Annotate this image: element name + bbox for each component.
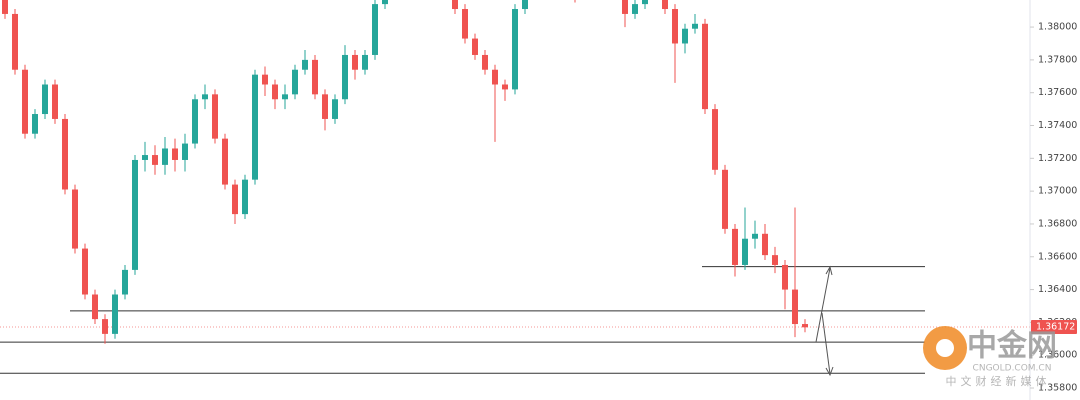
y-tick-label: 1.36600: [1038, 251, 1077, 262]
candle-body: [502, 84, 508, 90]
candle-body: [212, 94, 218, 139]
candle-body: [242, 179, 248, 215]
candle-body: [62, 118, 68, 190]
candle-body: [272, 84, 278, 100]
candle-body: [12, 13, 18, 70]
candle-body: [362, 54, 368, 70]
candle-body: [122, 269, 128, 295]
candle-body: [622, 0, 628, 14]
candle-body: [702, 23, 708, 110]
candle-body: [372, 4, 378, 55]
candle-body: [302, 59, 308, 70]
candle-body: [2, 0, 8, 14]
candle-body: [232, 184, 238, 215]
candle-body: [672, 9, 678, 44]
candle-body: [342, 54, 348, 100]
candle-body: [772, 255, 778, 265]
candle-body: [332, 99, 338, 119]
candle-body: [42, 84, 48, 115]
candle-body: [102, 319, 108, 334]
candle-body: [72, 189, 78, 249]
candle-body: [682, 28, 688, 44]
y-tick-label: 1.35800: [1038, 383, 1077, 394]
candle-body: [662, 0, 668, 10]
candle-body: [22, 69, 28, 134]
candle-body: [142, 155, 148, 160]
candle-body: [222, 138, 228, 185]
candle-body: [452, 0, 458, 10]
candle-body: [182, 143, 188, 160]
candles: [2, 0, 808, 344]
watermark: 中金网 CNGOLD.COM.CN 中文财经新媒体: [923, 326, 1057, 388]
candle-body: [482, 54, 488, 70]
arrows: [815, 265, 834, 377]
candle-body: [52, 84, 58, 119]
y-tick-label: 1.37200: [1038, 153, 1077, 164]
candle-body: [112, 294, 118, 334]
last-price-label: 1.36172: [1036, 321, 1075, 332]
candle-body: [722, 169, 728, 229]
candle-body: [712, 109, 718, 170]
y-tick-label: 1.36800: [1038, 218, 1077, 229]
y-tick-label: 1.36400: [1038, 284, 1077, 295]
y-tick-label: 1.37600: [1038, 87, 1077, 98]
candle-body: [322, 94, 328, 119]
candle-body: [522, 0, 528, 10]
candle-body: [792, 289, 798, 325]
candle-body: [512, 9, 518, 90]
candle-body: [732, 228, 738, 265]
candle-body: [282, 94, 288, 100]
candle-body: [92, 294, 98, 320]
y-tick-label: 1.36000: [1038, 350, 1077, 361]
y-tick-label: 1.38000: [1038, 22, 1077, 33]
candle-body: [762, 233, 768, 256]
candle-body: [492, 69, 498, 85]
y-axis: 1.358001.360001.362001.364001.366001.368…: [1030, 22, 1077, 394]
levels: [0, 266, 1030, 374]
logo-slogan: 中文财经新媒体: [946, 374, 1051, 388]
candle-body: [132, 159, 138, 270]
candle-body: [742, 238, 748, 265]
last-price-box: [1031, 319, 1077, 334]
candle-body: [252, 74, 258, 180]
y-tick-label: 1.37800: [1038, 54, 1077, 65]
candle-body: [262, 74, 268, 85]
candle-body: [352, 54, 358, 70]
candle-body: [642, 0, 648, 5]
logo-inner: [936, 339, 954, 357]
candle-body: [802, 324, 808, 328]
y-tick-label: 1.37400: [1038, 120, 1077, 131]
logo-site: CNGOLD.COM.CN: [973, 364, 1052, 374]
candle-body: [312, 59, 318, 95]
candle-body: [32, 114, 38, 134]
candle-body: [632, 4, 638, 14]
candle-body: [692, 23, 698, 29]
candle-body: [752, 233, 758, 239]
candle-body: [82, 248, 88, 295]
logo-text: 中金网: [967, 329, 1057, 364]
candle-body: [462, 9, 468, 39]
candle-body: [162, 148, 168, 165]
candle-body: [782, 264, 788, 290]
candle-body: [192, 99, 198, 144]
candle-body: [152, 155, 158, 165]
candle-body: [292, 69, 298, 95]
candle-body: [472, 38, 478, 55]
candle-body: [172, 148, 178, 160]
candle-body: [382, 0, 388, 5]
candle-body: [202, 94, 208, 100]
y-tick-label: 1.37000: [1038, 186, 1077, 197]
